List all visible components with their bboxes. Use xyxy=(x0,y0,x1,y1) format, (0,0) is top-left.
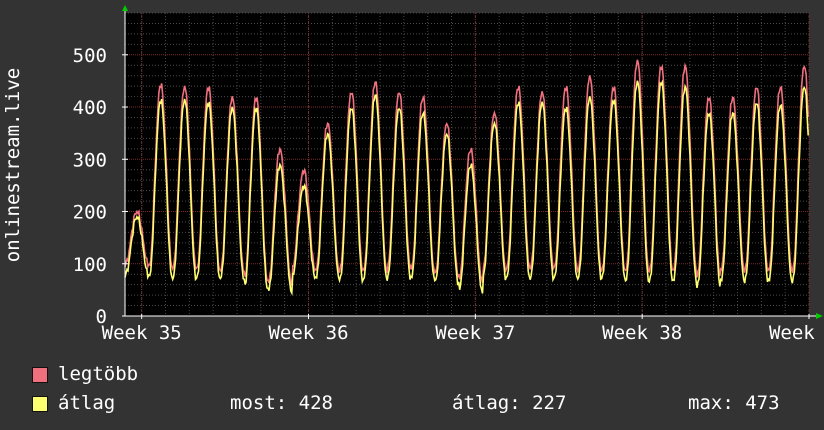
y-tick-label: 300 xyxy=(73,149,107,171)
x-tick-label: Week 37 xyxy=(435,322,515,344)
legend-row-avg: átlag most: 428 átlag: 227 max: 473 xyxy=(32,393,802,413)
legend-row-max: legtöbb xyxy=(32,364,332,384)
y-tick-label: 200 xyxy=(73,202,107,224)
stat-current: most: 428 xyxy=(230,392,333,414)
legend-swatch-avg xyxy=(32,396,48,412)
x-axis-arrow-icon xyxy=(816,313,823,319)
series-line-average xyxy=(124,79,809,296)
y-axis-label: onlinestream.live xyxy=(2,68,24,262)
axes xyxy=(122,5,823,319)
series-lines xyxy=(124,59,809,296)
y-tick-label: 500 xyxy=(73,45,107,67)
y-tick-label: 400 xyxy=(73,97,107,119)
stat-average: átlag: 227 xyxy=(452,392,567,414)
tick-labels: 0 100 200 300 400 500 Week 35 Week 36 Week 37 Wee… xyxy=(73,45,824,344)
stat-maximum: max: 473 xyxy=(688,392,780,414)
x-tick-label: Week 35 xyxy=(102,322,182,344)
y-tick-label: 100 xyxy=(73,254,107,276)
x-tick-label: Week 39 xyxy=(769,322,824,344)
x-tick-label: Week 36 xyxy=(268,322,348,344)
legend-label-max: legtöbb xyxy=(58,363,139,385)
y-tick-label: 0 xyxy=(96,306,107,328)
x-tick-label: Week 38 xyxy=(602,322,682,344)
legend-swatch-max xyxy=(32,367,48,383)
y-axis-arrow-icon xyxy=(122,5,128,11)
legend-label-avg: átlag xyxy=(58,392,116,414)
